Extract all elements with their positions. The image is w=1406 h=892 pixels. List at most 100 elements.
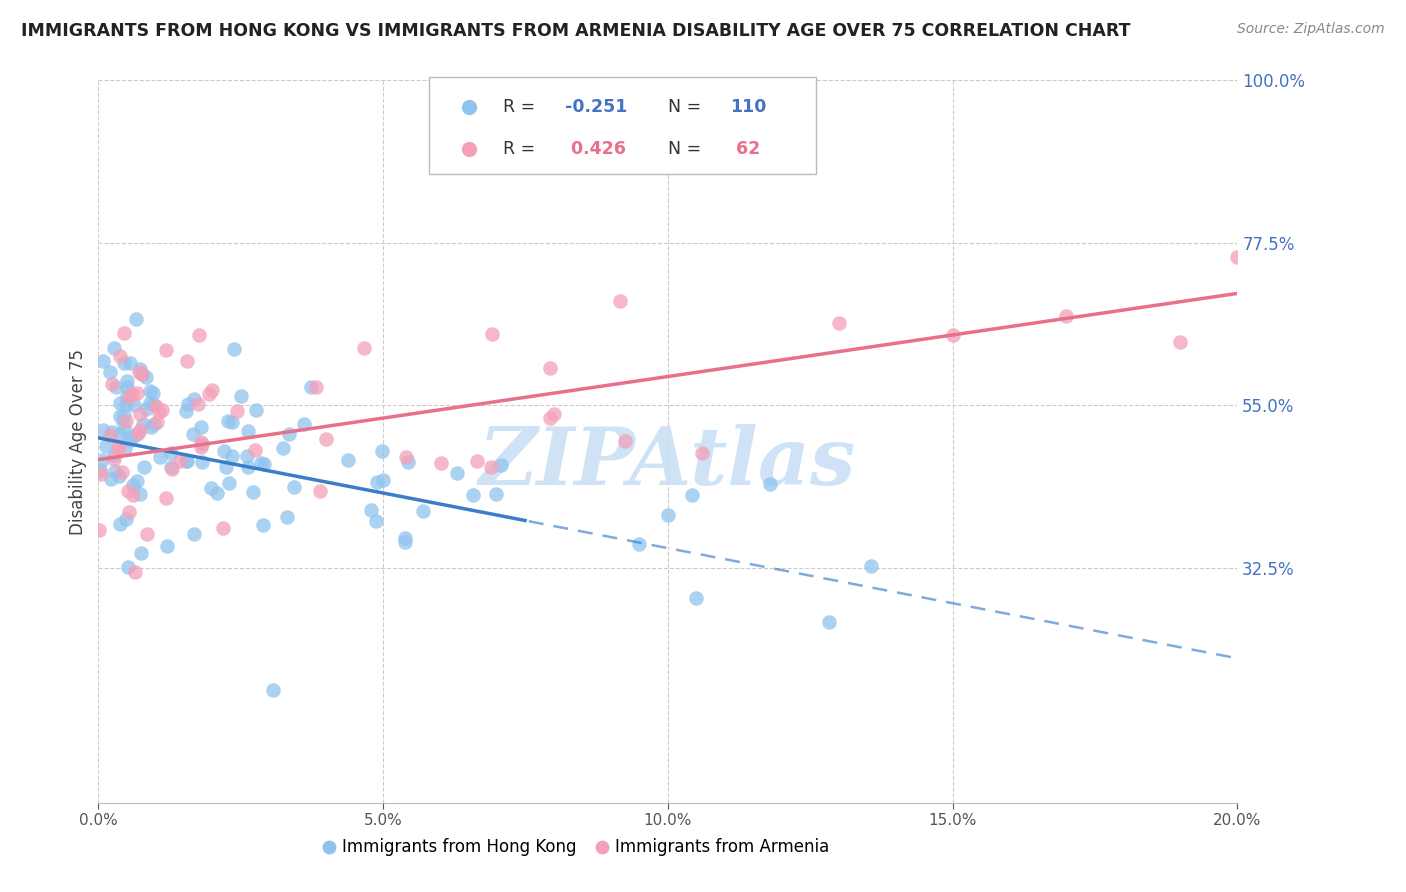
Point [125, 470, 148, 484]
Point [176, 376, 198, 391]
Point [429, 456, 451, 470]
Point [1170, 335, 1192, 350]
Point [205, 397, 228, 411]
Point [107, 465, 129, 479]
Point [628, 544, 651, 558]
Point [131, 368, 153, 382]
Point [828, 316, 851, 330]
Point [235, 463, 257, 477]
Point [315, 432, 337, 446]
Point [128, 443, 150, 458]
Point [692, 446, 714, 460]
Point [229, 576, 252, 591]
Point [150, 403, 173, 417]
Point [135, 526, 157, 541]
FancyBboxPatch shape [429, 77, 815, 174]
Legend: Immigrants from Hong Kong, Immigrants from Armenia: Immigrants from Hong Kong, Immigrants fr… [318, 831, 837, 863]
Point [91, 407, 114, 421]
Point [481, 326, 503, 341]
Point [134, 383, 156, 397]
Point [118, 390, 141, 404]
Point [176, 354, 198, 368]
Point [98, 390, 121, 404]
Point [128, 365, 150, 379]
Point [394, 531, 416, 545]
Point [104, 473, 127, 487]
Text: ZIPAtlas: ZIPAtlas [479, 425, 856, 502]
Point [121, 488, 143, 502]
Point [481, 460, 503, 475]
Point [212, 386, 235, 401]
Text: IMMIGRANTS FROM HONG KONG VS IMMIGRANTS FROM ARMENIA DISABILITY AGE OVER 75 CORR: IMMIGRANTS FROM HONG KONG VS IMMIGRANTS … [21, 22, 1130, 40]
Point [243, 443, 266, 458]
Point [212, 521, 235, 535]
Point [169, 453, 191, 467]
Point [190, 440, 212, 454]
Point [101, 376, 124, 391]
Point [685, 569, 707, 583]
Point [609, 293, 631, 308]
Point [353, 341, 375, 355]
Point [129, 472, 152, 486]
Point [135, 665, 157, 679]
Point [200, 355, 222, 369]
Point [139, 418, 162, 433]
Point [141, 377, 163, 392]
Point [817, 546, 839, 560]
Point [412, 537, 434, 551]
Point [396, 524, 419, 539]
Point [132, 535, 155, 549]
Point [360, 511, 382, 525]
Point [114, 436, 136, 450]
Point [105, 477, 128, 491]
Point [121, 387, 143, 401]
Point [364, 520, 387, 534]
Point [125, 367, 148, 381]
Point [252, 416, 274, 430]
Point [538, 411, 561, 425]
Point [160, 318, 183, 332]
Point [115, 414, 138, 428]
Point [283, 381, 305, 395]
Point [221, 452, 243, 467]
Point [98, 428, 121, 442]
Point [201, 384, 224, 398]
Point [107, 439, 129, 453]
Point [124, 565, 146, 579]
Text: R =: R = [503, 140, 540, 158]
Point [183, 386, 205, 401]
Point [465, 454, 488, 468]
Point [942, 328, 965, 343]
Point [860, 558, 883, 573]
Point [91, 442, 114, 457]
Point [278, 521, 301, 535]
Point [373, 499, 395, 513]
Point [108, 452, 131, 467]
Point [125, 386, 148, 401]
Text: N =: N = [668, 98, 707, 116]
Point [299, 544, 322, 558]
Point [129, 423, 152, 437]
Point [142, 443, 165, 458]
Point [540, 361, 562, 376]
Point [236, 414, 259, 428]
Point [118, 414, 141, 428]
Point [242, 448, 264, 462]
Point [139, 429, 162, 443]
Point [121, 446, 143, 460]
Text: N =: N = [668, 140, 707, 158]
Point [395, 450, 418, 464]
Point [112, 450, 135, 464]
Point [107, 442, 129, 456]
Point [115, 433, 138, 447]
Point [215, 525, 238, 540]
Point [1226, 250, 1249, 264]
Point [124, 544, 146, 558]
Point [127, 468, 149, 483]
Point [174, 412, 197, 426]
Point [114, 416, 136, 430]
Point [149, 396, 172, 410]
Point [160, 462, 183, 476]
Point [108, 391, 131, 405]
Y-axis label: Disability Age Over 75: Disability Age Over 75 [69, 349, 87, 534]
